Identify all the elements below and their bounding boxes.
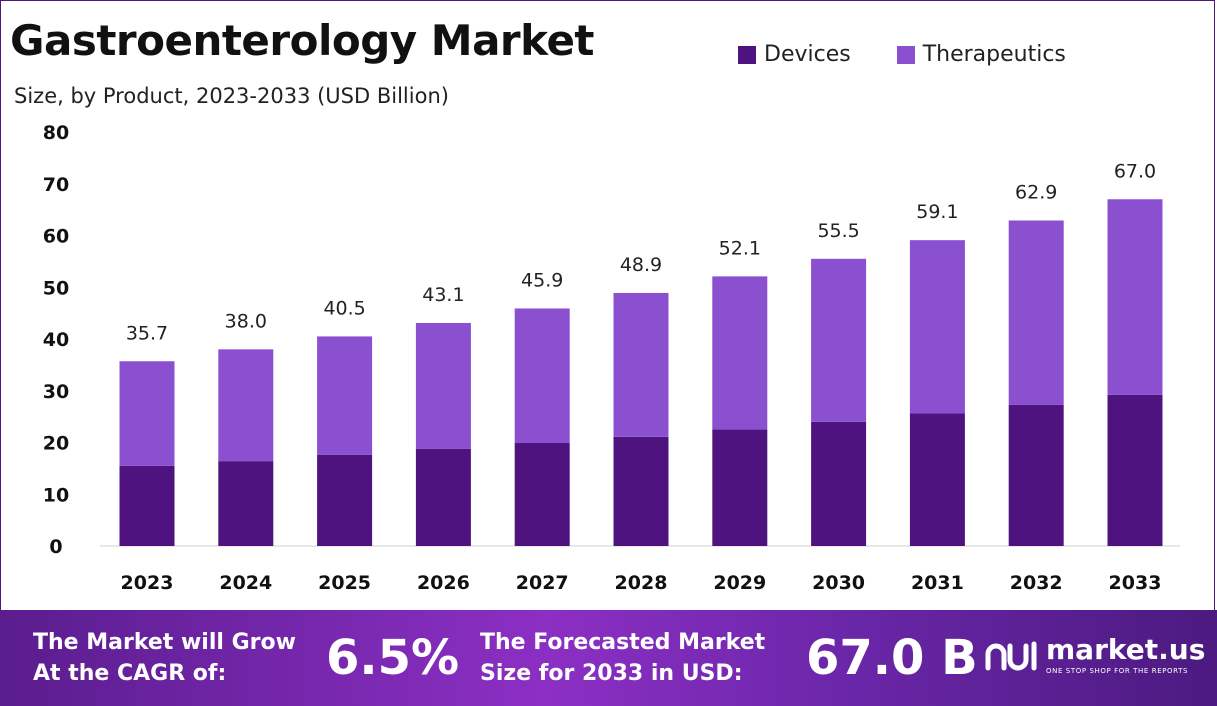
bar-therapeutics-2029: [712, 276, 768, 430]
x-tick-label-2029: 2029: [713, 572, 766, 594]
forecast-label-line2: Size for 2033 in USD:: [480, 661, 743, 686]
x-tick-label-2026: 2026: [417, 572, 470, 594]
bar-devices-2025: [317, 454, 373, 546]
brand-name: market.us: [1046, 633, 1206, 666]
y-tick-label: 0: [49, 536, 62, 558]
total-label-2025: 40.5: [323, 297, 365, 319]
x-tick-label-2028: 2028: [615, 572, 668, 594]
legend-item-therapeutics: Therapeutics: [896, 42, 1066, 67]
legend-label-therapeutics: Therapeutics: [922, 42, 1066, 67]
bar-devices-2032: [1008, 404, 1064, 546]
x-tick-label-2032: 2032: [1010, 572, 1063, 594]
cagr-label-line2: At the CAGR of:: [33, 661, 227, 686]
bar-devices-2023: [119, 465, 175, 546]
bar-devices-2027: [514, 443, 570, 546]
x-tick-label-2025: 2025: [318, 572, 371, 594]
cagr-label: The Market will Grow At the CAGR of:: [33, 627, 296, 689]
y-tick-label: 50: [43, 277, 69, 299]
bar-therapeutics-2033: [1107, 199, 1163, 395]
y-tick-label: 70: [43, 174, 69, 196]
bar-therapeutics-2031: [909, 240, 965, 414]
x-tick-label-2033: 2033: [1109, 572, 1162, 594]
x-tick-label-2023: 2023: [121, 572, 174, 594]
bar-devices-2031: [909, 413, 965, 546]
y-tick-label: 30: [43, 381, 69, 403]
y-tick-label: 10: [43, 484, 69, 506]
market-us-logo-icon: [985, 641, 1037, 670]
bar-devices-2028: [613, 436, 669, 546]
total-label-2027: 45.9: [521, 269, 563, 291]
cagr-label-line1: The Market will Grow: [33, 630, 296, 655]
y-tick-label: 40: [43, 329, 69, 351]
total-label-2023: 35.7: [126, 322, 168, 344]
total-label-2028: 48.9: [620, 254, 662, 276]
x-tick-label-2027: 2027: [516, 572, 569, 594]
bar-therapeutics-2027: [514, 308, 570, 444]
brand-logo: market.us ONE STOP SHOP FOR THE REPORTS: [984, 636, 1205, 675]
forecast-label-line1: The Forecasted Market: [480, 630, 766, 655]
y-tick-label: 60: [43, 226, 69, 248]
total-label-2026: 43.1: [422, 284, 464, 306]
cagr-value: 6.5%: [326, 630, 460, 686]
total-label-2031: 59.1: [916, 201, 958, 223]
legend: Devices Therapeutics: [738, 42, 1112, 67]
x-tick-label-2024: 2024: [219, 572, 272, 594]
x-tick-label-2030: 2030: [812, 572, 865, 594]
total-label-2032: 62.9: [1015, 181, 1057, 203]
bar-devices-2030: [811, 421, 867, 546]
total-label-2033: 67.0: [1114, 160, 1156, 182]
total-label-2024: 38.0: [225, 310, 267, 332]
bar-therapeutics-2025: [317, 336, 373, 455]
legend-swatch-devices: [738, 45, 756, 64]
bar-devices-2033: [1107, 394, 1163, 546]
bar-therapeutics-2032: [1008, 220, 1064, 405]
chart-title: Gastroenterology Market: [10, 16, 595, 65]
chart-subtitle: Size, by Product, 2023-2033 (USD Billion…: [14, 84, 449, 108]
bar-devices-2024: [218, 461, 274, 546]
legend-item-devices: Devices: [738, 42, 851, 67]
y-tick-label: 20: [43, 433, 69, 455]
summary-banner: The Market will Grow At the CAGR of: 6.5…: [0, 610, 1217, 706]
forecast-value: 67.0 B: [806, 630, 978, 686]
total-label-2029: 52.1: [719, 237, 761, 259]
bar-therapeutics-2024: [218, 349, 274, 462]
bar-devices-2026: [415, 448, 471, 546]
bar-therapeutics-2030: [811, 258, 867, 422]
brand-tagline: ONE STOP SHOP FOR THE REPORTS: [1046, 667, 1189, 675]
bar-therapeutics-2028: [613, 292, 669, 437]
x-tick-label-2031: 2031: [911, 572, 964, 594]
legend-swatch-therapeutics: [896, 45, 915, 64]
total-label-2030: 55.5: [817, 220, 859, 242]
forecast-label: The Forecasted Market Size for 2033 in U…: [480, 627, 765, 689]
bar-chart: 0102030405060708035.7202338.0202440.5202…: [43, 122, 1180, 594]
bar-devices-2029: [712, 429, 768, 546]
legend-label-devices: Devices: [764, 42, 851, 67]
bar-therapeutics-2023: [119, 361, 175, 466]
y-tick-label: 80: [43, 122, 69, 144]
bar-therapeutics-2026: [415, 322, 471, 449]
